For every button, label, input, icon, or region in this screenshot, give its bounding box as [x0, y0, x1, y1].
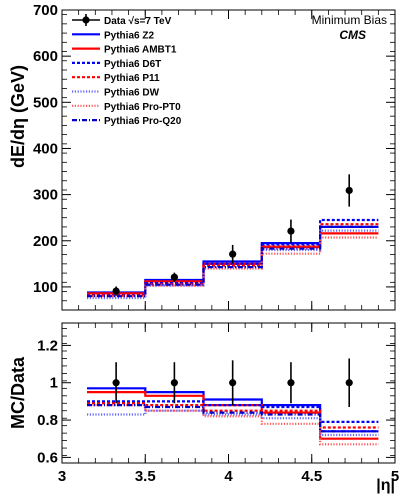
series-line-pythia6-d6t	[87, 400, 379, 423]
series-line-pythia6-p11	[87, 402, 379, 429]
legend-label: Pythia6 Z2	[104, 30, 154, 41]
x-axis-title: |η|	[376, 477, 395, 494]
main-x-ticks	[61, 10, 396, 310]
legend-label: Pythia6 Pro-Q20	[104, 116, 182, 127]
header-experiment: CMS	[339, 28, 366, 42]
series-line-pythia6-p11	[87, 223, 379, 297]
legend-label: Pythia6 P11	[104, 73, 160, 84]
main-y-axis: 100 200 300 400 500 600 700	[33, 2, 395, 311]
data-point	[345, 186, 353, 195]
x-tick-label: 5	[391, 468, 399, 485]
y-tick-label: 1.2	[37, 337, 58, 354]
x-tick-label: 3.5	[135, 468, 156, 485]
header-label: Minimum Bias	[312, 13, 387, 27]
data-point	[287, 379, 295, 387]
series-line-pythia6-pro-q20	[87, 404, 379, 433]
y-tick-label: 500	[33, 94, 58, 111]
ratio-x-axis: 3 3.5 4 4.5 5	[58, 323, 399, 485]
legend-data-marker	[82, 16, 90, 24]
main-y-axis-title: dE/dη (GeV)	[8, 65, 28, 168]
data-point	[112, 379, 120, 387]
y-tick-label: 100	[33, 279, 58, 296]
data-point	[229, 250, 237, 258]
data-point	[229, 379, 237, 387]
y-tick-label: 200	[33, 233, 58, 250]
data-point	[170, 379, 178, 387]
legend-label: Pythia6 DW	[104, 88, 160, 99]
y-tick-label: 300	[33, 187, 58, 204]
x-tick-label: 4.5	[301, 468, 322, 485]
y-tick-label: 1	[50, 375, 58, 392]
ratio-y-axis: 0.6 0.8 1 1.2	[37, 328, 395, 466]
y-tick-label: 0.6	[37, 449, 58, 466]
y-tick-label: 600	[33, 48, 58, 65]
y-tick-label: 400	[33, 140, 58, 157]
series-line-pythia6-pro-pt0	[87, 404, 379, 446]
ratio-y-axis-title: MC/Data	[8, 356, 28, 429]
main-series-group	[87, 218, 379, 300]
legend: Data √s=7 TeV Pythia6 Z2 Pythia6 AMBT1 Pyth…	[72, 14, 182, 127]
data-point	[170, 273, 178, 281]
data-point	[345, 379, 353, 387]
y-tick-label: 700	[33, 2, 58, 19]
legend-label: Pythia6 AMBT1	[104, 45, 177, 56]
legend-label: Pythia6 Pro-PT0	[104, 102, 181, 113]
x-tick-label: 4	[224, 468, 233, 485]
legend-label: Pythia6 D6T	[104, 59, 161, 70]
ratio-data-points	[112, 358, 353, 407]
data-point	[112, 287, 120, 295]
series-line-pythia6-pro-q20	[87, 225, 379, 298]
legend-label-data: Data √s=7 TeV	[104, 16, 172, 27]
x-tick-label: 3	[58, 468, 66, 485]
data-point	[287, 227, 295, 235]
main-data-points	[112, 174, 353, 296]
y-tick-label: 0.8	[37, 412, 58, 429]
